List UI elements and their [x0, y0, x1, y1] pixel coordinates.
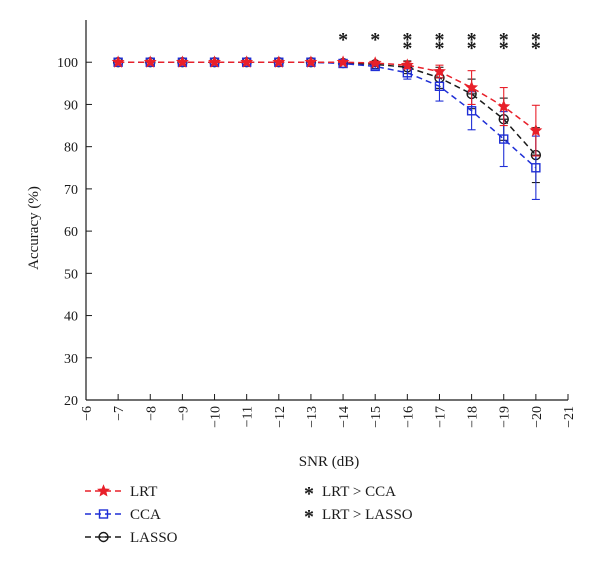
- significance-asterisk: *: [467, 29, 477, 51]
- data-point-star: [111, 55, 125, 68]
- legend-item-significance: * LRT > CCA: [304, 483, 396, 505]
- legend-item-cca: CCA: [85, 507, 161, 523]
- legend-label: LRT: [130, 484, 157, 500]
- y-tick-label: 60: [64, 225, 78, 240]
- x-tick-label: −6: [80, 406, 95, 421]
- significance-markers: * * * * * * ** * * * *: [338, 29, 541, 59]
- x-tick-label: −7: [112, 406, 127, 421]
- legend-asterisk: *: [304, 483, 314, 505]
- data-point-square: [434, 81, 445, 91]
- data-point-star: [143, 55, 157, 68]
- x-tick-label: −20: [530, 406, 545, 428]
- series-line-lrt: [118, 61, 537, 132]
- y-tick-label: 70: [64, 183, 78, 198]
- x-tick-label: −18: [466, 406, 481, 428]
- x-tick-label: −8: [144, 406, 159, 421]
- x-tick-label: −19: [498, 406, 513, 428]
- legend-item-significance: * LRT > LASSO: [304, 506, 413, 528]
- legend-item-lasso: LASSO: [85, 530, 178, 546]
- data-point-star: [304, 55, 318, 68]
- y-tick-label: 100: [57, 56, 78, 71]
- y-tick-label: 80: [64, 141, 78, 156]
- data-point-square: [531, 163, 541, 173]
- data-point-star: [497, 99, 511, 113]
- x-tick-label: −10: [209, 406, 224, 428]
- data-point-star: [208, 55, 221, 68]
- x-tick-label: −15: [369, 406, 384, 428]
- data-point-star: [433, 64, 446, 78]
- x-ticks: −6 −7 −8 −9 −10 −11 −12 −13 −14 −15 −16 −17 −18 −19 −2…: [80, 394, 577, 428]
- y-tick-label: 30: [64, 352, 78, 367]
- significance-asterisk: *: [434, 37, 444, 59]
- x-tick-label: −21: [562, 406, 577, 428]
- data-point-square: [499, 134, 509, 144]
- y-ticks: 20 30 40 50 60 70 80 90 100: [57, 56, 92, 409]
- legend-label: LRT > CCA: [322, 484, 396, 500]
- series-cca: [113, 57, 541, 200]
- y-tick-label: 90: [64, 98, 78, 113]
- significance-lrt---lasso: * * * * *: [402, 37, 541, 59]
- axes: [85, 20, 568, 401]
- series-lrt: [111, 55, 543, 157]
- significance-asterisk: *: [531, 37, 541, 59]
- significance-lrt---cca: * * * * * * *: [338, 29, 541, 51]
- x-tick-label: −12: [273, 406, 288, 428]
- series-layer: [111, 55, 543, 200]
- data-point-star: [272, 55, 286, 68]
- data-point-star: [97, 484, 110, 497]
- data-point-star: [175, 55, 189, 68]
- significance-asterisk: *: [402, 37, 412, 59]
- y-axis-title: Accuracy (%): [26, 186, 42, 270]
- significance-asterisk: *: [467, 37, 477, 59]
- data-point-star: [336, 55, 350, 68]
- data-point-star: [240, 55, 254, 68]
- data-point-square: [466, 106, 477, 116]
- legend-asterisk: *: [304, 506, 314, 528]
- significance-asterisk: *: [531, 29, 541, 51]
- x-tick-label: −11: [241, 406, 256, 427]
- y-tick-label: 50: [64, 267, 78, 282]
- significance-asterisk: *: [499, 37, 509, 59]
- x-axis-title: SNR (dB): [299, 454, 359, 470]
- legend: LRT CCA LASSO * LRT > CCA * LRT > LASSO: [85, 483, 413, 546]
- series-line-lasso: [118, 61, 537, 156]
- y-tick-label: 20: [64, 394, 78, 409]
- legend-item-lrt: LRT: [85, 484, 157, 500]
- y-tick-label: 40: [64, 310, 78, 325]
- x-tick-label: −9: [176, 406, 191, 421]
- data-point-circle: [98, 531, 109, 543]
- legend-label: LASSO: [130, 530, 178, 546]
- legend-label: CCA: [130, 507, 161, 523]
- significance-asterisk: *: [499, 29, 509, 51]
- data-point-star: [465, 80, 479, 94]
- legend-label: LRT > LASSO: [322, 507, 413, 523]
- series-lasso: [112, 57, 542, 184]
- x-tick-label: −13: [305, 406, 320, 428]
- data-point-star: [368, 56, 382, 69]
- significance-asterisk: *: [338, 29, 348, 51]
- data-point-star: [400, 58, 414, 71]
- x-tick-label: −17: [433, 406, 448, 428]
- significance-asterisk: *: [402, 29, 412, 51]
- data-point-star: [529, 123, 543, 137]
- x-tick-label: −16: [401, 406, 416, 428]
- x-tick-label: −14: [337, 406, 352, 428]
- significance-asterisk: *: [370, 29, 380, 51]
- data-point-square: [98, 509, 109, 519]
- significance-asterisk: *: [434, 29, 444, 51]
